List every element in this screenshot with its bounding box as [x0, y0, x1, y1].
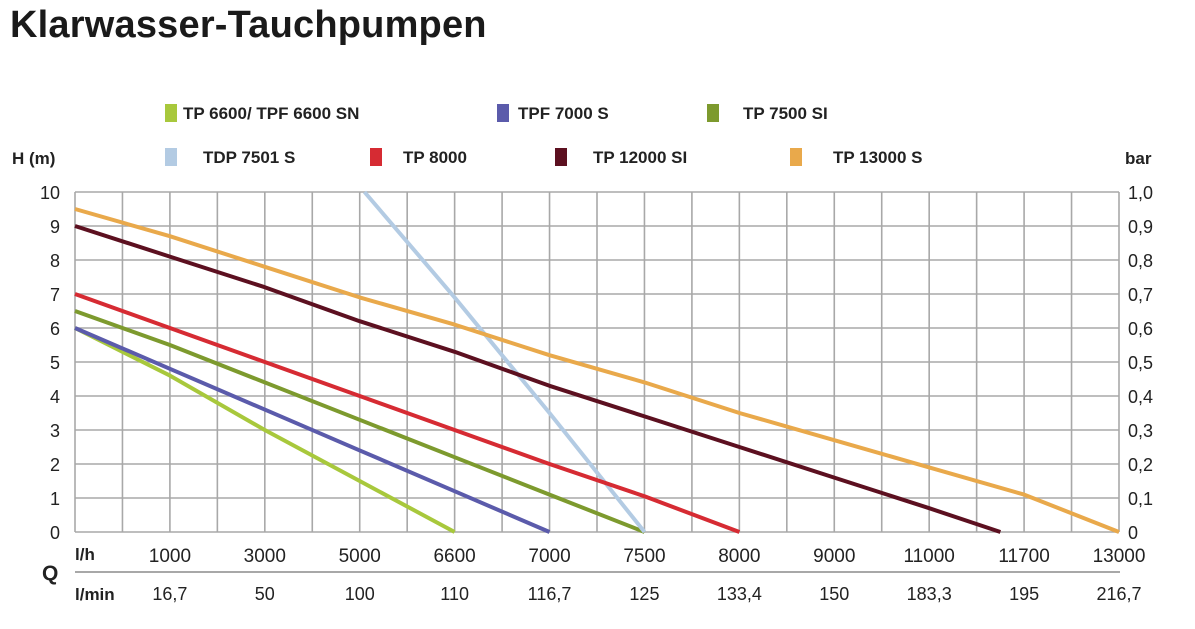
y-tick-label-right: 0,9: [1128, 217, 1153, 237]
series-line-tp-7500-si: [74, 309, 646, 534]
y-tick-label-left: 9: [50, 217, 60, 237]
series-line-tp-6600-tpf-6600-sn: [74, 326, 456, 534]
y-tick-label-left: 6: [50, 319, 60, 339]
x-axis-label: Q: [42, 562, 58, 585]
x-tick-label-lmin: 133,4: [717, 584, 762, 604]
y-tick-label-left: 5: [50, 353, 60, 373]
legend-swatch: [790, 148, 802, 166]
x-tick-label-lh: 5000: [339, 546, 381, 567]
series-line-tp-8000: [74, 292, 741, 534]
x-tick-label-lmin: 50: [255, 584, 275, 604]
series-line-tpf-7000-s: [74, 326, 551, 534]
legend-swatch: [370, 148, 382, 166]
y-tick-label-left: 0: [50, 523, 60, 543]
legend-swatch: [165, 148, 177, 166]
y-tick-label-left: 7: [50, 285, 60, 305]
x-tick-label-lh: 11700: [998, 546, 1049, 567]
x-tick-label-lh: 13000: [1093, 546, 1146, 567]
series-line-tp-12000-si: [74, 224, 1002, 534]
y-tick-label-right: 1,0: [1128, 183, 1153, 203]
y-tick-label-left: 3: [50, 421, 60, 441]
y-axis-label-left: H (m): [12, 149, 55, 168]
chart-title: Klarwasser-Tauchpumpen: [10, 4, 487, 46]
series-line-tp-13000-s: [74, 207, 1120, 534]
legend-label: TP 7500 SI: [743, 104, 828, 123]
legend-label: TP 6600/ TPF 6600 SN: [183, 104, 359, 123]
y-tick-label-left: 1: [50, 489, 60, 509]
x-tick-label-lh: 8000: [718, 546, 760, 567]
x-tick-label-lmin: 16,7: [152, 584, 187, 604]
x-tick-label-lmin: 183,3: [907, 584, 952, 604]
y-tick-label-right: 0,8: [1128, 251, 1153, 271]
legend-label: TPF 7000 S: [518, 104, 609, 123]
x-tick-label-lh: 3000: [244, 546, 286, 567]
x-row-label-lmin: l/min: [75, 585, 115, 604]
x-tick-label-lmin: 216,7: [1096, 584, 1141, 604]
y-tick-label-right: 0,7: [1128, 285, 1153, 305]
legend-label: TP 13000 S: [833, 148, 922, 167]
y-tick-label-right: 0,1: [1128, 489, 1153, 509]
y-tick-label-right: 0,2: [1128, 455, 1153, 475]
y-tick-label-right: 0,6: [1128, 319, 1153, 339]
legend-label: TP 8000: [403, 148, 467, 167]
x-tick-label-lmin: 100: [345, 584, 375, 604]
x-tick-label-lmin: 116,7: [528, 584, 572, 604]
x-tick-label-lh: 7000: [528, 546, 570, 567]
x-tick-label-lh: 11000: [903, 546, 954, 567]
series-line-tdp-7501-s: [362, 190, 647, 534]
y-tick-label-left: 2: [50, 455, 60, 475]
y-tick-label-right: 0,4: [1128, 387, 1153, 407]
legend-swatch: [555, 148, 567, 166]
legend-label: TP 12000 SI: [593, 148, 687, 167]
y-tick-label-left: 4: [50, 387, 60, 407]
x-tick-label-lh: 1000: [149, 546, 191, 567]
legend-label: TDP 7501 S: [203, 148, 295, 167]
x-tick-label-lh: 7500: [623, 546, 665, 567]
x-tick-label-lmin: 125: [629, 584, 659, 604]
y-tick-label-left: 8: [50, 251, 60, 271]
x-tick-label-lh: 6600: [433, 546, 475, 567]
y-tick-label-right: 0: [1128, 523, 1138, 543]
y-axis-label-right: bar: [1125, 149, 1152, 168]
x-row-label-lh: l/h: [75, 545, 95, 564]
legend-swatch: [707, 104, 719, 122]
y-tick-label-left: 10: [40, 183, 60, 203]
x-tick-label-lh: 9000: [813, 546, 855, 567]
y-tick-label-right: 0,5: [1128, 353, 1153, 373]
x-tick-label-lmin: 150: [819, 584, 849, 604]
x-tick-label-lmin: 195: [1009, 584, 1039, 604]
y-tick-label-right: 0,3: [1128, 421, 1153, 441]
x-tick-label-lmin: 110: [440, 584, 469, 604]
legend-swatch: [497, 104, 509, 122]
legend-swatch: [165, 104, 177, 122]
